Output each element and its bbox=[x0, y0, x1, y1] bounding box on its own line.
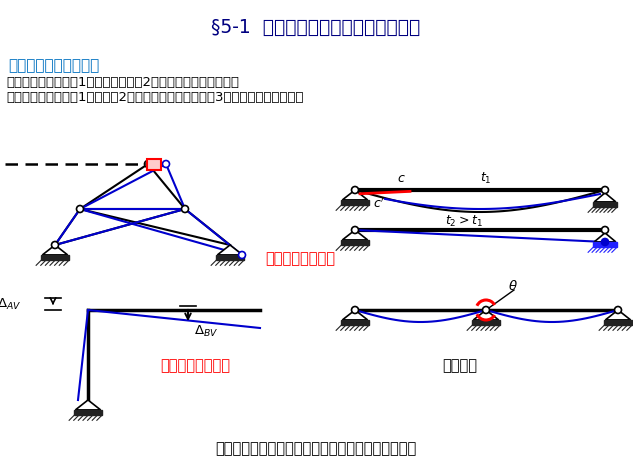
Circle shape bbox=[601, 186, 608, 193]
Polygon shape bbox=[605, 310, 630, 320]
Polygon shape bbox=[594, 233, 616, 242]
Bar bbox=[604, 320, 632, 325]
Polygon shape bbox=[594, 193, 616, 202]
Text: $\Delta_{AV}$: $\Delta_{AV}$ bbox=[0, 296, 21, 311]
Text: $c'$: $c'$ bbox=[373, 197, 385, 211]
Text: $t_1$: $t_1$ bbox=[480, 171, 492, 186]
Circle shape bbox=[51, 241, 58, 248]
Text: $c$: $c$ bbox=[397, 172, 406, 185]
Text: $\theta$: $\theta$ bbox=[508, 279, 518, 293]
Text: 位移计算虽是几何问题，但是用虚力原理解决最方便: 位移计算虽是几何问题，但是用虚力原理解决最方便 bbox=[215, 441, 417, 456]
Bar bbox=[341, 240, 369, 246]
Circle shape bbox=[351, 227, 358, 234]
Bar bbox=[341, 200, 369, 205]
Polygon shape bbox=[217, 245, 242, 255]
Circle shape bbox=[182, 206, 189, 212]
Text: 广义位移: 广义位移 bbox=[442, 358, 477, 374]
Polygon shape bbox=[42, 245, 68, 255]
Circle shape bbox=[144, 161, 151, 167]
Circle shape bbox=[77, 206, 84, 212]
Circle shape bbox=[615, 307, 622, 313]
Text: 计算位移的目的：（1）刚度验算，（2）超静定结构分析的基础: 计算位移的目的：（1）刚度验算，（2）超静定结构分析的基础 bbox=[6, 76, 239, 89]
Circle shape bbox=[482, 307, 489, 313]
Text: 一、结构位移计算概述: 一、结构位移计算概述 bbox=[8, 58, 99, 73]
Polygon shape bbox=[342, 190, 368, 200]
Polygon shape bbox=[75, 400, 101, 410]
Polygon shape bbox=[473, 310, 499, 320]
Polygon shape bbox=[342, 310, 368, 320]
Bar bbox=[147, 158, 161, 170]
Circle shape bbox=[602, 227, 608, 233]
Bar bbox=[41, 255, 69, 260]
Bar bbox=[216, 255, 244, 260]
Text: $\Delta_{BV}$: $\Delta_{BV}$ bbox=[194, 324, 218, 339]
Circle shape bbox=[601, 227, 608, 234]
Circle shape bbox=[351, 307, 358, 313]
Circle shape bbox=[351, 186, 358, 193]
Circle shape bbox=[163, 161, 170, 167]
Polygon shape bbox=[342, 230, 368, 240]
Text: $t_2 > t_1$: $t_2 > t_1$ bbox=[445, 214, 483, 229]
Bar bbox=[472, 320, 500, 325]
Text: 以上都是相对位移: 以上都是相对位移 bbox=[160, 358, 230, 374]
Bar bbox=[593, 202, 617, 207]
Bar bbox=[74, 410, 102, 415]
Bar bbox=[593, 242, 617, 247]
Circle shape bbox=[601, 238, 608, 246]
Text: 产生位移的原因：（1）荷载（2）温度变化、材料膨缩（3）支座沉降、制造误差: 产生位移的原因：（1）荷载（2）温度变化、材料膨缩（3）支座沉降、制造误差 bbox=[6, 91, 303, 104]
Circle shape bbox=[239, 252, 246, 258]
Circle shape bbox=[602, 187, 608, 193]
Bar bbox=[341, 320, 369, 325]
Text: 以上都是绝对位移: 以上都是绝对位移 bbox=[265, 252, 335, 266]
Text: §5-1  应用虚力原理求刚体体系的位移: §5-1 应用虚力原理求刚体体系的位移 bbox=[211, 18, 420, 37]
